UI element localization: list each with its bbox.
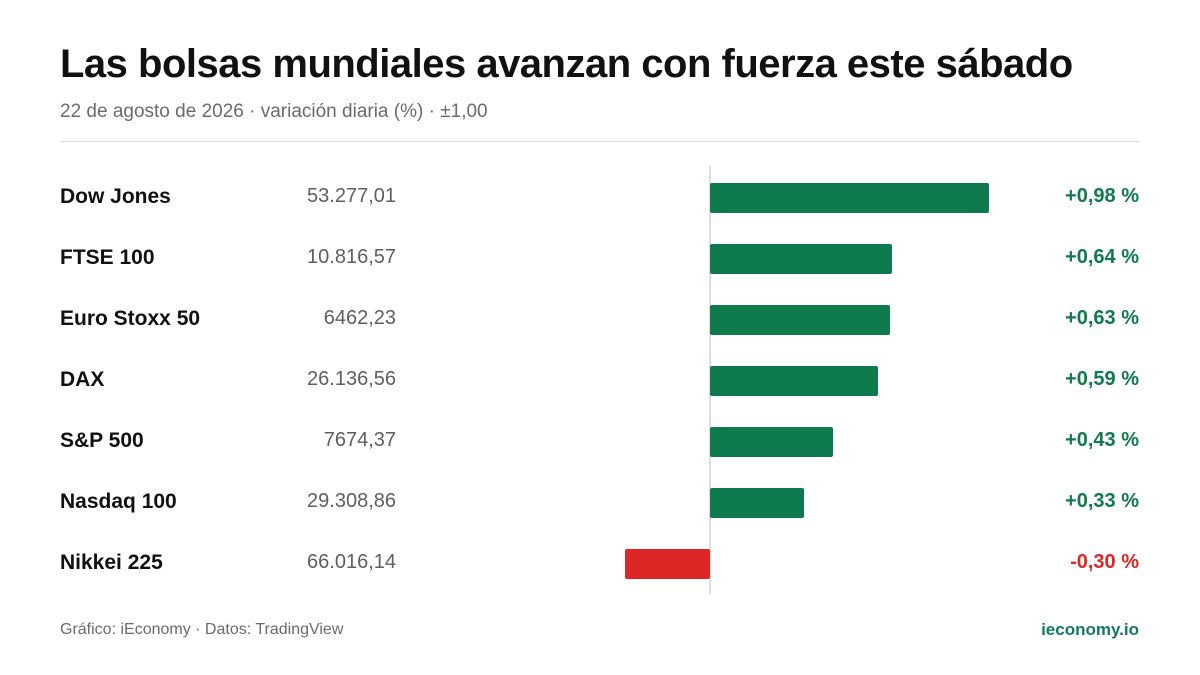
source-credit: Gráfico: iEconomy · Datos: TradingView	[60, 621, 344, 638]
value-label: +0,98 %	[1065, 185, 1139, 207]
index-price: 26.136,56	[307, 368, 396, 390]
bar-negative	[624, 549, 710, 579]
chart-row: Nikkei 225 66.016,14 -0,30 %	[0, 543, 1200, 583]
value-label: +0,33 %	[1065, 490, 1139, 512]
bar-positive	[710, 366, 879, 396]
category-label: DAX	[60, 368, 105, 391]
value-label: +0,64 %	[1065, 246, 1139, 268]
chart-title: Las bolsas mundiales avanzan con fuerza …	[60, 42, 1073, 86]
header-divider	[60, 141, 1140, 142]
index-price: 7674,37	[323, 429, 396, 451]
bar-positive	[710, 244, 893, 274]
bar-positive	[710, 427, 833, 457]
category-label: S&P 500	[60, 429, 144, 452]
chart-row: S&P 500 7674,37 +0,43 %	[0, 421, 1200, 461]
value-label: +0,59 %	[1065, 368, 1139, 390]
chart-row: Dow Jones 53.277,01 +0,98 %	[0, 177, 1200, 217]
index-price: 10.816,57	[307, 246, 396, 268]
index-price: 29.308,86	[307, 490, 396, 512]
bar-positive	[710, 305, 890, 335]
index-price: 53.277,01	[307, 185, 396, 207]
category-label: Dow Jones	[60, 185, 171, 208]
category-label: Nikkei 225	[60, 551, 163, 574]
chart-row: DAX 26.136,56 +0,59 %	[0, 360, 1200, 400]
value-label: +0,43 %	[1065, 429, 1139, 451]
chart-row: FTSE 100 10.816,57 +0,64 %	[0, 238, 1200, 278]
index-price: 66.016,14	[307, 551, 396, 573]
brand-link[interactable]: ieconomy.io	[1041, 620, 1139, 639]
bar-positive	[710, 183, 990, 213]
chart-subtitle: 22 de agosto de 2026 · variación diaria …	[60, 101, 488, 122]
category-label: Euro Stoxx 50	[60, 307, 201, 330]
value-label: -0,30 %	[1070, 551, 1139, 573]
index-price: 6462,23	[323, 307, 396, 329]
chart-row: Nasdaq 100 29.308,86 +0,33 %	[0, 482, 1200, 522]
bar-positive	[710, 488, 805, 518]
category-label: Nasdaq 100	[60, 490, 177, 513]
category-label: FTSE 100	[60, 246, 155, 269]
chart-row: Euro Stoxx 50 6462,23 +0,63 %	[0, 299, 1200, 339]
value-label: +0,63 %	[1065, 307, 1139, 329]
